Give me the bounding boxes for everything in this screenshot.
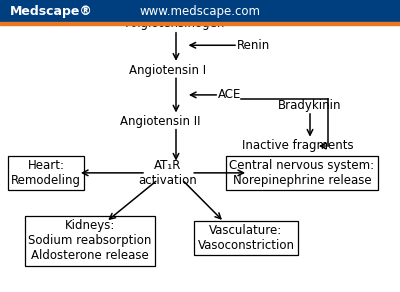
Text: Angiotensinogen: Angiotensinogen — [126, 17, 226, 30]
Text: Bradykinin: Bradykinin — [278, 99, 342, 112]
Text: Angiotensin II: Angiotensin II — [120, 115, 200, 128]
Text: Renin: Renin — [237, 39, 271, 52]
Text: Kidneys:
Sodium reabsorption
Aldosterone release: Kidneys: Sodium reabsorption Aldosterone… — [28, 219, 152, 263]
Text: Vasculature:
Vasoconstriction: Vasculature: Vasoconstriction — [198, 224, 294, 252]
Text: Heart:
Remodeling: Heart: Remodeling — [11, 159, 81, 187]
Text: Angiotensin I: Angiotensin I — [130, 64, 206, 77]
Text: Inactive fragments: Inactive fragments — [242, 140, 354, 152]
Text: www.medscape.com: www.medscape.com — [140, 4, 260, 18]
Text: Medscape®: Medscape® — [10, 4, 93, 18]
Text: AT₁R
activation: AT₁R activation — [139, 159, 197, 187]
Text: Central nervous system:
Norepinephrine release: Central nervous system: Norepinephrine r… — [230, 159, 374, 187]
Text: ACE: ACE — [218, 88, 242, 101]
